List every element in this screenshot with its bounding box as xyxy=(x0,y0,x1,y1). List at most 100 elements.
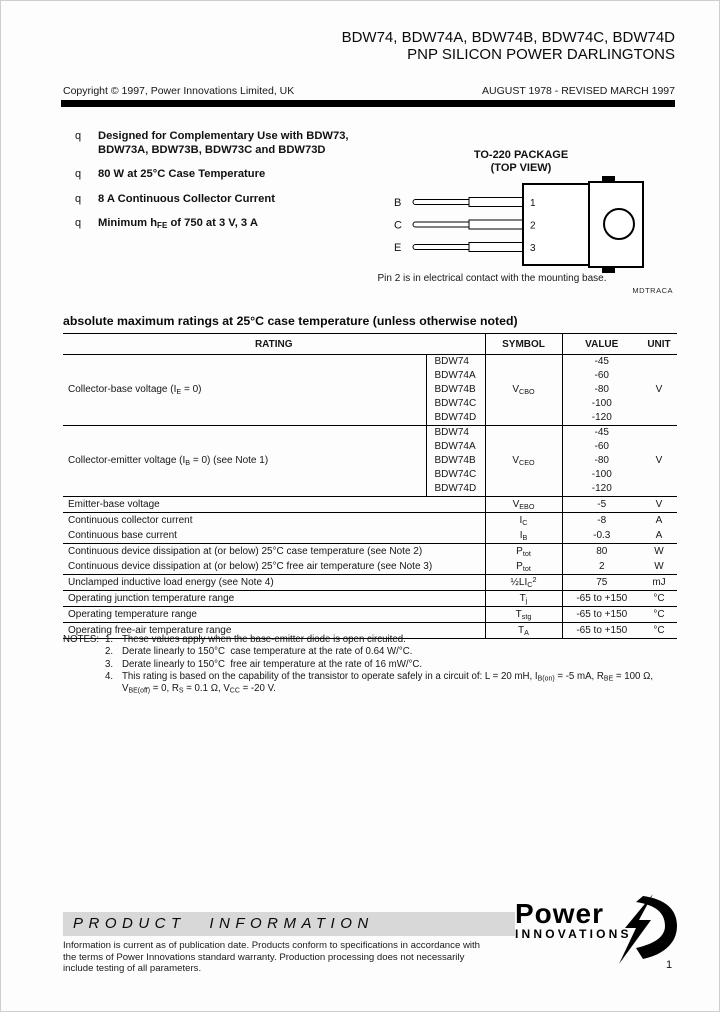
pin-lead-2 xyxy=(412,219,525,230)
package-view-label: (TOP VIEW) xyxy=(490,161,552,174)
table-row: BDW74A -60 xyxy=(63,369,677,383)
value-cell: -60 xyxy=(594,370,609,381)
to220-outline-drawing: B C E 1 2 3 xyxy=(394,176,644,273)
header-meta-row: Copyright © 1997, Power Innovations Limi… xyxy=(63,85,675,97)
value-cell: -65 to +150 xyxy=(562,590,641,607)
value-cell: -100 xyxy=(591,469,612,480)
value-cell: -65 to +150 xyxy=(562,622,641,639)
pin-label-c: C xyxy=(394,220,402,232)
table-row: Operating junction temperature range Tj -6… xyxy=(63,590,677,607)
page-subtitle: PNP SILICON POWER DARLINGTONS xyxy=(407,46,675,63)
note-item: 3. Derate linearly to 150°C free air temp… xyxy=(105,659,679,671)
value-cell: -120 xyxy=(562,482,641,497)
symbol-cell: IC xyxy=(484,512,563,528)
header-rule xyxy=(61,100,675,107)
col-header-symbol: SYMBOL xyxy=(484,333,563,355)
value-cell: -120 xyxy=(562,411,641,426)
unit-cell: A xyxy=(641,528,677,544)
note-number: 1. xyxy=(105,634,114,645)
value-cell: -80 xyxy=(594,384,609,395)
symbol-cell: Tstg xyxy=(484,606,563,623)
logo-subtext: INNOVATIONS xyxy=(515,927,632,941)
device-cell: BDW74C xyxy=(425,468,485,482)
device-cell: BDW74 xyxy=(425,425,485,440)
table-row: Operating temperature range Tstg -65 to +1… xyxy=(63,606,677,623)
pin-number-2: 2 xyxy=(530,221,536,232)
value-cell: -80 xyxy=(594,455,609,466)
table-row: BDW74B -80 xyxy=(63,454,677,468)
table-row: Emitter-base voltage VEBO -5 V xyxy=(63,496,677,513)
drawing-code: MDTRACA xyxy=(632,286,673,295)
device-cell: BDW74C xyxy=(425,397,485,411)
table-row: BDW74C -100 xyxy=(63,397,677,411)
value-cell: -8 xyxy=(597,514,607,526)
note-item: 2. Derate linearly to 150°C case temperat… xyxy=(105,646,679,658)
value-cell: 80 xyxy=(596,545,608,557)
table-row: BDW74C -100 xyxy=(63,468,677,482)
rating-cell: Continuous device dissipation at (or bel… xyxy=(68,545,423,557)
unit-cell: V xyxy=(641,496,677,513)
page-number: 1 xyxy=(665,959,673,971)
table-row: Collector-base voltage (IE = 0) BDW74 VCBO… xyxy=(63,354,677,426)
feature-bullet: q xyxy=(75,168,82,180)
value-cell: -0.3 xyxy=(562,528,641,544)
table-row: BDW74A -60 xyxy=(63,440,677,454)
notes-label: NOTES: xyxy=(63,634,100,645)
abs-max-ratings-section: absolute maximum ratings at 25°C case te… xyxy=(63,314,677,639)
feature-item: q 8 A Continuous Collector Current xyxy=(75,193,375,207)
device-cell: BDW74 xyxy=(425,354,485,369)
rating-cell: Continuous device dissipation at (or bel… xyxy=(63,559,485,575)
feature-item: q Designed for Complementary Use with BDW… xyxy=(75,130,375,157)
feature-list: q Designed for Complementary Use with BDW… xyxy=(75,130,375,242)
logo-wordmark: Power xyxy=(515,898,605,929)
rating-cell: Unclamped inductive load energy (see Not… xyxy=(63,574,485,591)
table-row: Operating free-air temperature range TA -6… xyxy=(63,622,677,639)
symbol-cell: Ptot xyxy=(484,543,563,559)
note-text: This rating is based on the capability o… xyxy=(122,670,654,695)
note-item: 1. These values apply when the base-emitt… xyxy=(105,634,679,646)
table-row: Continuous device dissipation at (or bel… xyxy=(63,559,677,575)
note-number: 4. xyxy=(105,670,114,682)
symbol-cell: VEBO xyxy=(484,496,563,513)
pin-label-e: E xyxy=(394,242,401,254)
feature-bullet: q xyxy=(75,130,82,142)
device-cell: BDW74B xyxy=(425,454,485,468)
product-info-band: PRODUCT INFORMATION xyxy=(63,912,515,936)
symbol-cell: Ptot xyxy=(484,559,563,575)
note-number: 3. xyxy=(105,658,114,670)
device-cell: BDW74D xyxy=(425,411,485,426)
rating-cell: Emitter-base voltage xyxy=(63,496,485,513)
pin-number-1: 1 xyxy=(530,198,536,209)
note-text: Derate linearly to 150°C free air temper… xyxy=(122,658,423,670)
unit-cell: A xyxy=(655,514,663,526)
mounting-hole xyxy=(603,208,635,240)
disclaimer-text: Information is current as of publication… xyxy=(63,940,481,975)
value-cell: -5 xyxy=(562,496,641,513)
index-notch-top xyxy=(602,176,615,183)
pin-label-b: B xyxy=(394,197,401,209)
index-notch-bottom xyxy=(602,266,615,273)
product-info-label: PRODUCT INFORMATION xyxy=(73,915,374,932)
value-cell: 75 xyxy=(562,574,641,591)
table-title: absolute maximum ratings at 25°C case te… xyxy=(63,314,518,328)
symbol-cell: IB xyxy=(484,528,563,544)
value-cell: -45 xyxy=(594,356,609,367)
feature-text: Designed for Complementary Use with BDW7… xyxy=(98,130,349,156)
package-diagram: TO-220 PACKAGE (TOP VIEW) xyxy=(376,149,678,301)
symbol-cell: ½LIC2 xyxy=(484,574,563,591)
unit-cell: °C xyxy=(641,590,677,607)
copyright-text: Copyright © 1997, Power Innovations Limi… xyxy=(63,85,295,97)
feature-text: Minimum hFE of 750 at 3 V, 3 A xyxy=(98,217,258,231)
col-header-rating: RATING xyxy=(63,333,485,355)
table-row: BDW74D -120 xyxy=(63,482,677,497)
package-body xyxy=(522,183,590,266)
lightning-bolt-icon xyxy=(619,894,677,964)
value-cell: -65 to +150 xyxy=(562,606,641,623)
note-text: Derate linearly to 150°C case temperatur… xyxy=(122,646,413,658)
rating-cell: Operating free-air temperature range xyxy=(63,622,485,639)
device-cell: BDW74D xyxy=(425,482,485,497)
unit-cell: °C xyxy=(641,606,677,623)
device-cell: BDW74A xyxy=(425,440,485,454)
note-number: 2. xyxy=(105,646,114,658)
